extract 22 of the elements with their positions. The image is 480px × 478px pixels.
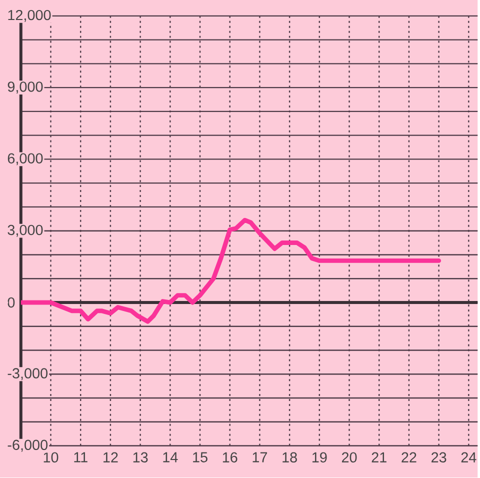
y-tick-label: 6,000 xyxy=(8,153,43,166)
x-tick-label: 12 xyxy=(104,452,118,463)
x-tick-label: 13 xyxy=(133,452,148,463)
y-tick-label: -3,000 xyxy=(8,368,48,380)
y-tick-label: 0 xyxy=(8,298,15,308)
x-tick-label: 15 xyxy=(193,452,208,463)
x-tick-label: 18 xyxy=(282,452,297,463)
x-tick-label: 16 xyxy=(222,452,238,463)
x-tick-label: 14 xyxy=(163,452,178,462)
x-tick-label: 11 xyxy=(74,452,88,462)
x-tick-label: 22 xyxy=(402,452,416,463)
x-tick-label: 10 xyxy=(44,452,58,463)
x-tick-label: 23 xyxy=(432,452,446,463)
y-tick-label: 9,000 xyxy=(8,82,43,94)
y-tick-label: -6,000 xyxy=(8,440,48,452)
x-tick-label: 19 xyxy=(312,452,327,463)
x-tick-label: 24 xyxy=(461,452,476,463)
x-tick-label: 17 xyxy=(252,452,268,462)
y-tick-label: 12,000 xyxy=(8,10,51,22)
x-tick-label: 21 xyxy=(372,452,386,463)
x-tick-label: 20 xyxy=(342,452,357,463)
y-tick-label: 3,000 xyxy=(8,225,43,237)
